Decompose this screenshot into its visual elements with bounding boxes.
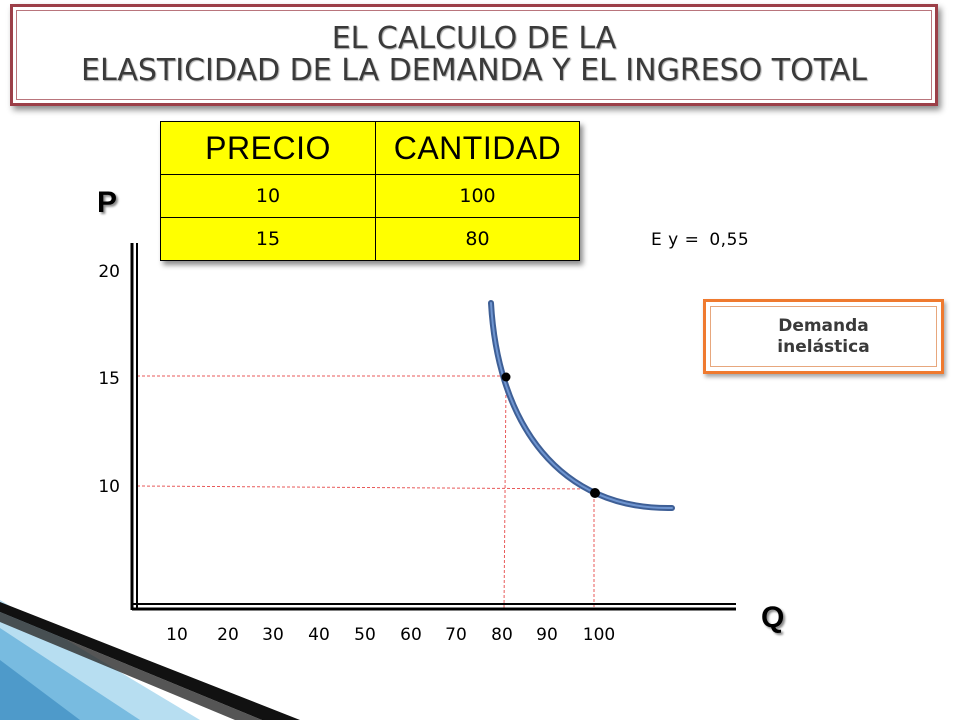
data-point-q80-p15: [501, 372, 511, 382]
demand-curve-highlight: [490, 302, 673, 510]
cell-cantidad: 100: [375, 174, 580, 218]
x-tick-label: 50: [354, 625, 376, 645]
corner-accent: [0, 600, 300, 720]
data-point-q100-p10: [590, 488, 600, 498]
x-tick-label: 40: [308, 625, 330, 645]
cell-cantidad: 80: [375, 217, 580, 261]
x-tick-label: 20: [217, 625, 239, 645]
demand-type-inner: Demanda inelástica: [710, 306, 937, 367]
title-banner: EL CALCULO DE LA ELASTICIDAD DE LA DEMAN…: [10, 4, 938, 106]
elasticity-label: E y =: [651, 230, 700, 250]
x-tick-label: 30: [262, 625, 284, 645]
x-tick-label: 80: [491, 625, 513, 645]
cell-precio: 15: [160, 217, 376, 261]
y-axis-label: P: [97, 186, 118, 219]
y-axis: [130, 243, 138, 610]
x-axis-label: Q: [761, 601, 785, 634]
x-tick-label: 10: [166, 625, 188, 645]
title-line-2: ELASTICIDAD DE LA DEMANDA Y EL INGRESO T…: [81, 53, 867, 88]
header-precio: PRECIO: [160, 121, 376, 175]
x-axis: [132, 603, 736, 611]
price-quantity-table: PRECIO CANTIDAD 10 100 15 80: [160, 121, 580, 261]
y-tick-label: 20: [98, 262, 120, 282]
elasticity-text: E y = 0,55: [651, 230, 749, 250]
table-row: 15 80: [160, 217, 580, 261]
guide-line-p10: [136, 485, 595, 490]
demand-curve: [488, 300, 675, 512]
y-tick-label: 15: [98, 369, 120, 389]
x-tick-label: 60: [400, 625, 422, 645]
x-tick-label: 100: [582, 625, 616, 645]
demand-type-label: Demanda inelástica: [777, 315, 870, 357]
x-tick-label: 70: [445, 625, 467, 645]
guide-line-q80: [503, 379, 507, 611]
y-tick-label: 10: [98, 477, 120, 497]
title-line-1: EL CALCULO DE LA: [331, 21, 617, 56]
title-inner-frame: EL CALCULO DE LA ELASTICIDAD DE LA DEMAN…: [16, 10, 932, 100]
x-tick-label: 90: [536, 625, 558, 645]
demand-type-box: Demanda inelástica: [703, 299, 944, 374]
elasticity-value: 0,55: [709, 230, 750, 250]
